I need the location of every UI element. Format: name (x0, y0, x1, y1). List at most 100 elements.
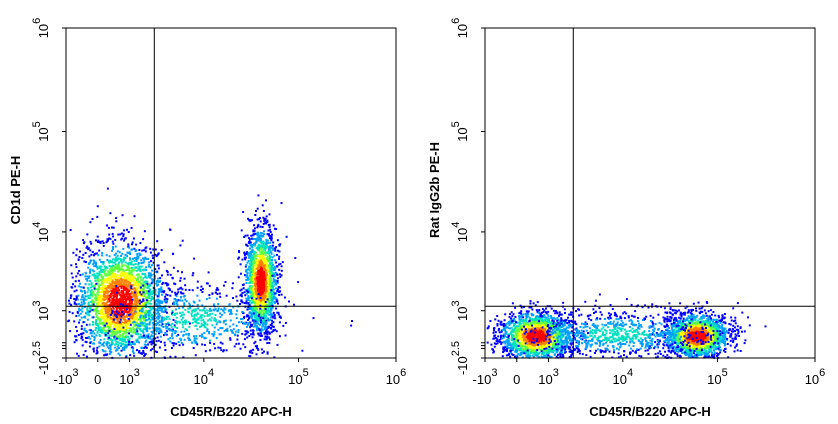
event-dot (269, 306, 272, 308)
event-dot (171, 328, 174, 331)
event-dot (271, 244, 274, 247)
event-dot (81, 303, 83, 306)
event-dot (249, 296, 252, 299)
event-dot (88, 329, 91, 332)
event-dot (260, 247, 262, 250)
event-dot (153, 277, 156, 280)
event-dot (239, 347, 242, 350)
event-dot (155, 326, 158, 329)
event-dot (133, 247, 136, 250)
event-dot (194, 324, 197, 327)
event-dot (255, 259, 257, 262)
event-dot (152, 339, 155, 342)
event-dot (252, 260, 255, 263)
event-dot (114, 332, 116, 335)
event-dot (143, 293, 146, 296)
event-dot (253, 282, 256, 285)
event-dot (238, 250, 240, 252)
event-dot (151, 316, 153, 319)
event-dot (121, 263, 124, 266)
event-dot (111, 334, 113, 337)
event-dot (118, 337, 121, 340)
event-dot (115, 322, 118, 324)
event-dot (136, 300, 138, 303)
event-dot (155, 303, 158, 306)
event-dot (240, 272, 242, 275)
event-dot (181, 306, 184, 309)
event-dot (267, 252, 269, 255)
event-dot (149, 318, 152, 321)
event-dot (78, 309, 81, 312)
event-dot (147, 257, 150, 260)
event-dot (251, 299, 254, 302)
event-dot (194, 340, 197, 343)
event-dot (120, 303, 123, 306)
event-dot (254, 268, 256, 271)
event-dot (259, 239, 262, 242)
event-dot (108, 314, 111, 317)
event-dot (288, 300, 290, 303)
event-dot (266, 270, 269, 273)
event-dot (191, 341, 194, 344)
event-dot (128, 299, 131, 302)
event-dot (297, 281, 300, 284)
event-dot (255, 295, 257, 298)
y-tick-exponent: 5 (31, 121, 43, 127)
event-dot (249, 306, 252, 309)
event-dot (122, 301, 125, 304)
event-dot (143, 230, 146, 233)
event-dot (144, 282, 147, 285)
event-dot (146, 323, 149, 326)
event-dot (117, 233, 120, 236)
event-dot (117, 322, 120, 325)
event-dot (154, 350, 157, 353)
event-dot (163, 341, 166, 344)
event-dot (269, 231, 272, 233)
event-dot (109, 277, 112, 280)
event-dot (204, 337, 207, 340)
event-dot (123, 239, 126, 242)
event-dot (279, 290, 282, 293)
event-dot (111, 312, 114, 314)
event-dot (250, 349, 253, 352)
event-dot (237, 276, 240, 279)
y-tick-exponent: 3 (31, 300, 43, 306)
event-dot (115, 259, 118, 262)
event-dot (571, 339, 574, 342)
event-dot (103, 354, 106, 357)
event-dot (121, 315, 124, 318)
event-dot (96, 330, 99, 333)
event-dot (156, 351, 158, 354)
event-dot (257, 348, 260, 351)
event-dot (102, 260, 105, 263)
event-dot (272, 290, 275, 293)
event-dot (259, 306, 262, 309)
event-dot (183, 338, 186, 341)
event-dot (242, 321, 245, 324)
event-dot (110, 307, 112, 310)
event-dot (92, 321, 94, 324)
event-dot (101, 309, 104, 312)
event-dot (280, 202, 283, 205)
event-dot (115, 310, 118, 313)
event-dot (259, 319, 262, 322)
x-tick-base: 10 (288, 372, 302, 387)
event-dot (72, 283, 74, 286)
event-dot (101, 254, 104, 257)
event-dot (123, 318, 126, 321)
event-dot (254, 244, 257, 247)
event-dot (266, 300, 269, 303)
event-dot (105, 241, 108, 244)
event-dot (130, 302, 133, 305)
event-dot (207, 271, 210, 274)
event-dot (129, 292, 132, 295)
event-dot (135, 269, 138, 272)
event-dot (147, 333, 150, 336)
event-dot (143, 336, 145, 339)
event-dot (108, 330, 111, 332)
event-dot (163, 334, 165, 337)
event-dot (280, 274, 283, 277)
event-dot (186, 329, 188, 332)
event-dot (139, 333, 142, 336)
event-dot (270, 290, 273, 293)
